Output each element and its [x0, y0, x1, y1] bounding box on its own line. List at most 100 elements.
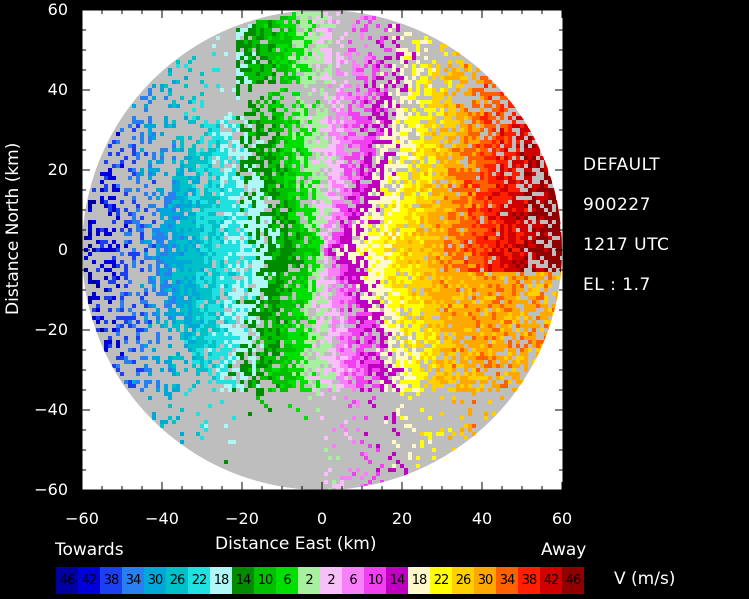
echo-pixel	[320, 112, 324, 116]
echo-pixel	[384, 64, 388, 68]
echo-pixel	[248, 292, 252, 296]
echo-pixel	[236, 88, 240, 92]
echo-pixel	[356, 144, 360, 148]
echo-pixel	[364, 76, 368, 80]
echo-pixel	[184, 232, 188, 236]
echo-pixel	[540, 244, 544, 248]
echo-pixel	[332, 192, 336, 196]
echo-pixel	[244, 168, 248, 172]
echo-pixel	[192, 228, 196, 232]
echo-pixel	[268, 104, 272, 108]
echo-pixel	[340, 140, 344, 144]
echo-pixel	[428, 224, 432, 228]
echo-pixel	[512, 280, 516, 284]
echo-pixel	[372, 140, 376, 144]
echo-pixel	[344, 32, 348, 36]
echo-pixel	[376, 256, 380, 260]
echo-pixel	[372, 132, 376, 136]
echo-pixel	[384, 196, 388, 200]
echo-pixel	[336, 260, 340, 264]
echo-pixel	[232, 128, 236, 132]
echo-pixel	[396, 216, 400, 220]
echo-pixel	[396, 164, 400, 168]
echo-pixel	[300, 48, 304, 52]
echo-pixel	[300, 180, 304, 184]
echo-pixel	[296, 136, 300, 140]
echo-pixel	[508, 184, 512, 188]
echo-pixel	[496, 216, 500, 220]
echo-pixel	[432, 160, 436, 164]
echo-pixel	[240, 140, 244, 144]
echo-pixel	[392, 292, 396, 296]
echo-pixel	[328, 288, 332, 292]
echo-pixel	[208, 248, 212, 252]
echo-pixel	[296, 200, 300, 204]
echo-pixel	[280, 272, 284, 276]
echo-pixel	[188, 224, 192, 228]
echo-pixel	[336, 184, 340, 188]
echo-pixel	[356, 188, 360, 192]
echo-pixel	[456, 200, 460, 204]
echo-pixel	[164, 280, 168, 284]
echo-pixel	[288, 48, 292, 52]
echo-pixel	[276, 188, 280, 192]
echo-pixel	[152, 244, 156, 248]
echo-pixel	[284, 16, 288, 20]
echo-pixel	[432, 188, 436, 192]
echo-pixel	[412, 120, 416, 124]
echo-pixel	[484, 176, 488, 180]
echo-pixel	[492, 144, 496, 148]
echo-pixel	[372, 16, 376, 20]
echo-pixel	[400, 48, 404, 52]
echo-pixel	[172, 216, 176, 220]
echo-pixel	[236, 72, 240, 76]
echo-pixel	[440, 160, 444, 164]
echo-pixel	[404, 220, 408, 224]
echo-pixel	[344, 112, 348, 116]
echo-pixel	[492, 264, 496, 268]
echo-pixel	[308, 292, 312, 296]
echo-pixel	[308, 120, 312, 124]
echo-pixel	[264, 212, 268, 216]
echo-pixel	[444, 104, 448, 108]
echo-pixel	[460, 136, 464, 140]
echo-pixel	[488, 240, 492, 244]
echo-pixel	[416, 48, 420, 52]
echo-pixel	[248, 220, 252, 224]
echo-pixel	[284, 248, 288, 252]
echo-pixel	[372, 268, 376, 272]
echo-pixel	[304, 40, 308, 44]
echo-pixel	[440, 148, 444, 152]
echo-pixel	[480, 256, 484, 260]
echo-pixel	[452, 292, 456, 296]
echo-pixel	[180, 244, 184, 248]
echo-pixel	[492, 148, 496, 152]
echo-pixel	[340, 300, 344, 304]
echo-pixel	[448, 236, 452, 240]
echo-pixel	[232, 116, 236, 120]
echo-pixel	[476, 180, 480, 184]
echo-pixel	[180, 212, 184, 216]
echo-pixel	[508, 212, 512, 216]
echo-pixel	[264, 292, 268, 296]
echo-pixel	[420, 252, 424, 256]
echo-pixel	[424, 232, 428, 236]
echo-pixel	[320, 116, 324, 120]
echo-pixel	[556, 228, 560, 232]
echo-pixel	[544, 192, 548, 196]
echo-pixel	[332, 164, 336, 168]
echo-pixel	[280, 172, 284, 176]
echo-pixel	[516, 292, 520, 296]
echo-pixel	[128, 212, 132, 216]
echo-pixel	[500, 224, 504, 228]
echo-pixel	[140, 240, 144, 244]
echo-pixel	[304, 68, 308, 72]
echo-pixel	[396, 172, 400, 176]
echo-pixel	[272, 160, 276, 164]
echo-pixel	[384, 164, 388, 168]
echo-pixel	[348, 252, 352, 256]
echo-pixel	[304, 28, 308, 32]
echo-pixel	[300, 252, 304, 256]
echo-pixel	[508, 284, 512, 288]
echo-pixel	[392, 164, 396, 168]
